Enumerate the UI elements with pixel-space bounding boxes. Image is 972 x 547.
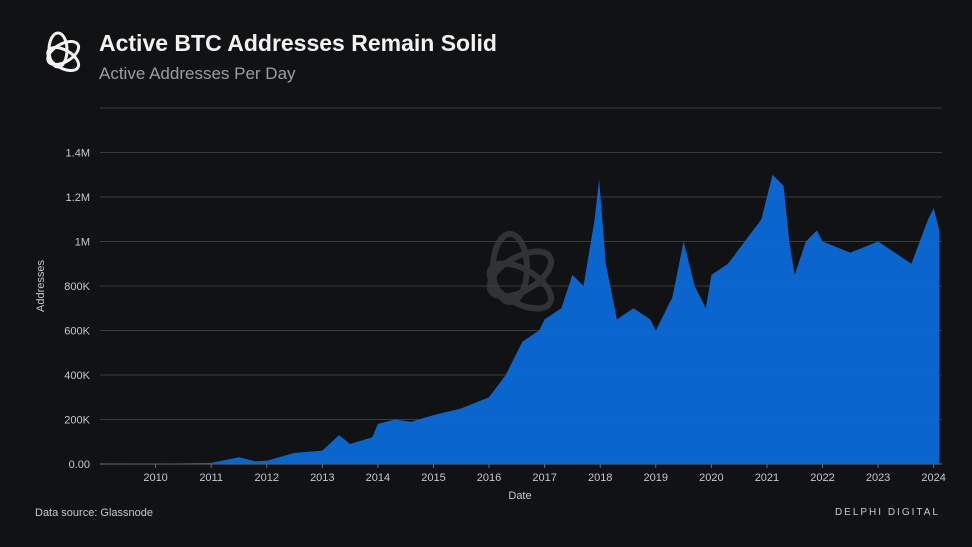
x-tick-label: 2023 — [866, 472, 890, 484]
delphi-logo — [32, 30, 84, 87]
x-tick-label: 2012 — [254, 472, 278, 484]
x-tick-label: 2018 — [588, 472, 612, 484]
x-tick-label: 2017 — [532, 472, 556, 484]
chart-title: Active BTC Addresses Remain Solid — [99, 30, 497, 56]
chart-subtitle: Active Addresses Per Day — [99, 64, 296, 83]
y-tick-label: 0.00 — [69, 459, 90, 471]
x-tick-label: 2019 — [644, 472, 668, 484]
x-tick-label: 2014 — [366, 472, 390, 484]
y-tick-label: 1.2M — [66, 192, 90, 204]
y-tick-label: 600K — [64, 326, 90, 338]
y-tick-label: 400K — [64, 370, 90, 382]
x-tick-label: 2021 — [755, 472, 779, 484]
x-tick-label: 2024 — [921, 472, 945, 484]
x-tick-label: 2011 — [199, 472, 223, 484]
y-tick-label: 1.4M — [66, 148, 90, 160]
x-tick-label: 2020 — [699, 472, 723, 484]
x-tick-label: 2013 — [310, 472, 334, 484]
y-axis-label: Addresses — [35, 260, 47, 312]
x-tick-label: 2015 — [421, 472, 445, 484]
y-tick-label: 800K — [64, 281, 90, 293]
x-tick-label: 2022 — [810, 472, 834, 484]
x-axis-label: Date — [508, 490, 531, 502]
brand-wordmark: DELPHI DIGITAL — [834, 507, 940, 518]
series-area — [100, 174, 940, 465]
watermark-logo — [486, 231, 555, 312]
x-tick-label: 2016 — [477, 472, 501, 484]
data-source: Data source: Glassnode — [35, 507, 154, 519]
y-tick-label: 1M — [75, 237, 90, 249]
y-tick-label: 200K — [64, 415, 90, 427]
x-tick-label: 2010 — [143, 472, 167, 484]
